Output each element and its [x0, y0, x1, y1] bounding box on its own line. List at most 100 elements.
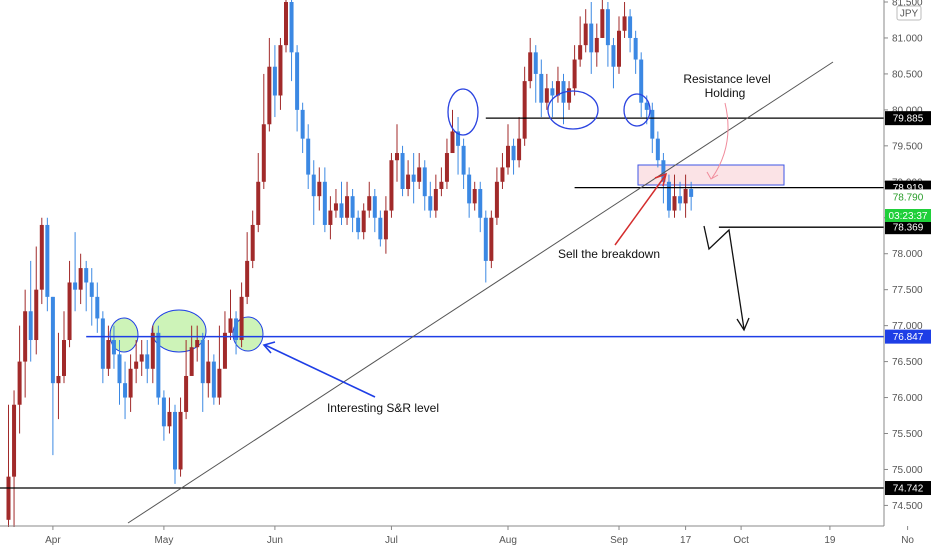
candle-body	[339, 203, 344, 218]
sr-touch-circle	[109, 317, 139, 353]
y-tick-label: 81.500	[892, 0, 923, 9]
sr-arrow	[264, 344, 376, 398]
candle-body	[467, 174, 472, 204]
projection-arrowhead	[736, 317, 750, 332]
candle-body	[150, 332, 155, 369]
candle-body	[67, 282, 72, 341]
candle-body	[106, 340, 111, 369]
candle-body	[433, 188, 438, 211]
candle-body	[12, 404, 17, 477]
candle-body	[567, 88, 572, 103]
candle-body	[372, 196, 377, 218]
resistance-touch-circle	[447, 88, 479, 136]
projection-path	[703, 225, 745, 330]
x-tick-label: May	[154, 535, 173, 546]
y-tick-label: 80.500	[892, 69, 923, 80]
candle-body	[311, 174, 316, 197]
sell-arrow	[614, 175, 666, 246]
candle-body	[544, 88, 549, 103]
candle-body	[417, 167, 422, 182]
candle-body	[167, 411, 172, 427]
candle-body	[123, 383, 128, 398]
candle-body	[489, 217, 494, 261]
candle-body	[600, 9, 605, 38]
candle-body	[28, 311, 33, 341]
candle-body	[73, 282, 78, 290]
candle-body	[383, 210, 388, 240]
levels	[0, 117, 884, 489]
price-tag	[885, 481, 931, 496]
x-tick-label: 17	[680, 535, 692, 546]
candle-body	[583, 23, 588, 46]
candle-body	[17, 361, 22, 405]
candle-body	[589, 23, 594, 53]
candle-body	[578, 45, 583, 60]
candle-body	[272, 66, 277, 96]
candle-body	[472, 188, 477, 204]
candle-body	[39, 224, 44, 290]
candle-body	[23, 311, 28, 362]
y-tick-label: 79.500	[892, 141, 923, 152]
sell-arrowhead	[654, 172, 668, 187]
candle-body	[572, 59, 577, 89]
sr-arrowhead	[262, 341, 276, 354]
resistance-touch-circle	[547, 90, 599, 130]
x-tick-label: Aug	[499, 535, 517, 546]
candle-body	[689, 188, 694, 197]
y-tick-label: 76.000	[892, 393, 923, 404]
candle-body	[62, 340, 66, 376]
candle-body	[666, 181, 671, 211]
candle-body	[278, 45, 283, 96]
x-tick-label: Apr	[45, 535, 61, 546]
candle-body	[100, 318, 105, 369]
candle-body	[139, 354, 144, 362]
candle-body	[639, 59, 644, 103]
candle-body	[34, 289, 39, 341]
currency-badge-box	[896, 5, 922, 21]
candle-body	[622, 16, 627, 31]
candle-body	[506, 145, 510, 168]
candle-body	[6, 476, 11, 520]
annotation-holding: Holding	[705, 86, 746, 100]
y-tick-label: 77.000	[892, 321, 923, 332]
candle-body	[234, 318, 239, 341]
price-tag-label: 78.790	[893, 192, 924, 203]
candle-body	[284, 2, 288, 46]
currency-badge: JPY	[900, 9, 919, 20]
annotation-sell: Sell the breakdown	[558, 247, 660, 261]
candle-body	[683, 188, 688, 204]
candle-body	[56, 375, 61, 384]
candle-body	[117, 354, 122, 384]
x-tick-label: 19	[824, 535, 836, 546]
candle-body	[422, 167, 427, 197]
candle-body	[345, 196, 350, 218]
y-tick-label: 76.500	[892, 357, 923, 368]
candle-body	[628, 16, 633, 38]
y-tick-label: 81.000	[892, 33, 923, 44]
holding-arrowhead	[706, 171, 719, 180]
y-tick-label: 75.500	[892, 429, 923, 440]
candle-body	[161, 397, 166, 427]
candle-body	[678, 196, 683, 204]
price-tag	[884, 189, 932, 205]
x-tick-label: Jul	[385, 535, 398, 546]
candle-body	[461, 145, 466, 175]
candle-body	[178, 411, 183, 470]
candle-body	[395, 153, 399, 161]
y-tick-label: 77.500	[892, 285, 923, 296]
candle-body	[594, 37, 599, 53]
candle-body	[134, 361, 139, 369]
countdown-label: 03:23:37	[889, 211, 928, 222]
candle-body	[239, 296, 244, 341]
resistance-touch-circle	[623, 93, 651, 127]
candle-body	[494, 181, 499, 218]
candle-body	[350, 196, 355, 218]
candle-body	[200, 340, 205, 384]
candle-body	[295, 52, 300, 110]
candle-body	[328, 210, 333, 225]
candle-body	[78, 268, 83, 290]
